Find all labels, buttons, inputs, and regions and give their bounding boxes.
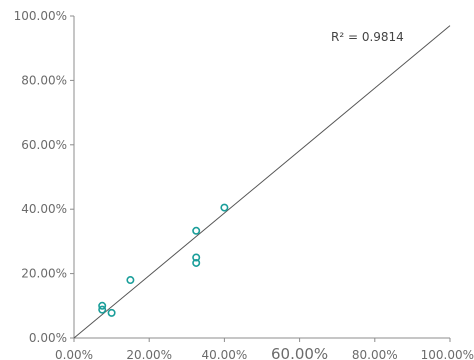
data-point [192, 253, 201, 262]
data-point [220, 203, 229, 212]
y-tick-label: 80.00% [21, 73, 67, 87]
x-tick-label: 0.00% [55, 348, 93, 360]
x-tick-label: 60.00% [271, 345, 328, 360]
data-point [107, 308, 116, 317]
y-tick-label: 40.00% [21, 202, 67, 216]
y-tick-label: 20.00% [21, 267, 67, 281]
y-tick-label: 60.00% [21, 138, 67, 152]
data-point [126, 276, 135, 285]
x-tick-label: 80.00% [352, 348, 398, 360]
data-point [192, 226, 201, 235]
trendline [73, 25, 451, 339]
x-tick-label: 40.00% [202, 348, 248, 360]
data-point [98, 305, 107, 314]
x-tick-label: 100.00% [421, 348, 474, 360]
data-point [192, 258, 201, 267]
r-squared-annotation: R² = 0.9814 [331, 30, 404, 44]
y-tick-label: 0.00% [29, 331, 67, 345]
data-point [98, 301, 107, 310]
x-tick-label: 20.00% [126, 348, 172, 360]
y-tick-label: 100.00% [14, 9, 67, 23]
